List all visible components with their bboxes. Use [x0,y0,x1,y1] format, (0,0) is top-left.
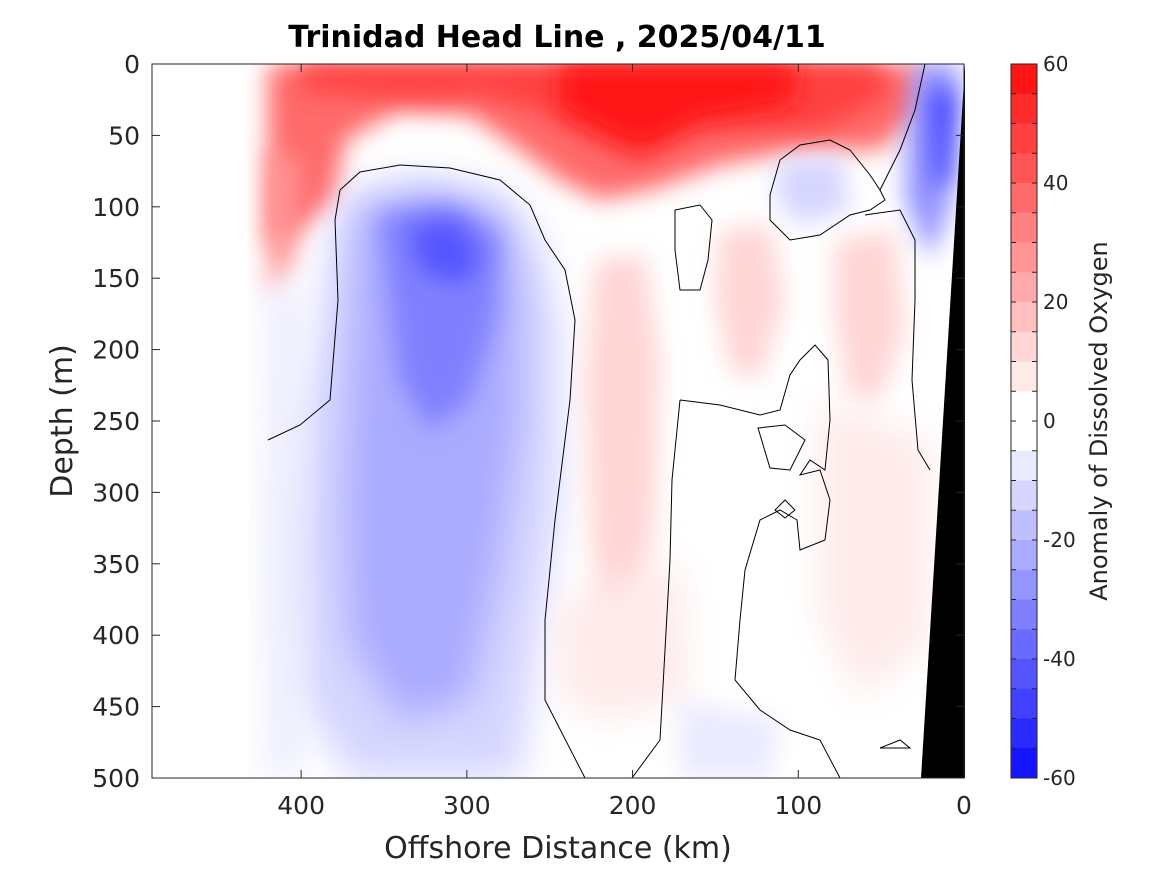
colorbar-segment--20 [1011,540,1037,571]
colorbar-tick-label--20: -20 [1043,528,1076,552]
colorbar-segment-40 [1011,183,1037,214]
y-tick-label-500: 500 [92,764,140,793]
anomaly-region-16 [930,90,955,190]
anomaly-region-8 [410,220,480,285]
zero-contour-7 [631,399,681,778]
y-tick-labels: 0 50 100 150 200 250 300 350 400 450 500 [92,50,140,793]
anomaly-region-14 [820,400,930,700]
plot-area [151,63,965,779]
colorbar-segment--10 [1011,480,1037,511]
y-tick-label-100: 100 [92,193,140,222]
colorbar-segment-25 [1011,272,1037,303]
x-axis-title: Offshore Distance (km) [384,831,732,866]
colorbar-tick-label-40: 40 [1043,171,1068,195]
y-tick-label-250: 250 [92,407,140,436]
colorbar-segment-0 [1011,421,1037,452]
anomaly-region-9 [268,280,300,778]
colorbar-segment-30 [1011,242,1037,273]
anomaly-region-4 [268,150,300,300]
colorbar-title: Anomaly of Dissolved Oxygen [1085,241,1113,601]
x-tick-label-300: 300 [443,791,491,820]
colorbar-segment-55 [1011,93,1037,124]
anomaly-region-11 [560,560,690,720]
anomaly-region-3 [560,64,800,150]
colorbar-segment--55 [1011,748,1037,779]
y-tick-label-50: 50 [108,121,140,150]
anomaly-region-13 [835,230,905,400]
zero-contour-6 [679,344,841,778]
anomaly-field [268,64,964,778]
colorbar-segment--40 [1011,659,1037,690]
y-tick-label-350: 350 [92,550,140,579]
zero-contour-9 [774,499,796,519]
y-axis-title: Depth (m) [45,344,80,498]
colorbar-segment-15 [1011,331,1037,362]
colorbar-segment--35 [1011,629,1037,660]
anomaly-region-12 [715,225,785,380]
colorbar-tick-label--40: -40 [1043,647,1076,671]
colorbar-segment-20 [1011,302,1037,333]
colorbar-segment--5 [1011,450,1037,481]
colorbar-segment-60 [1011,64,1037,95]
zero-contour-10 [879,739,912,749]
colorbar-segment-5 [1011,391,1037,422]
colorbar-segment--15 [1011,510,1037,541]
colorbar-tick-labels: 60 40 20 0 -20 -40 -60 [1043,52,1076,790]
y-tick-label-300: 300 [92,478,140,507]
x-tick-label-400: 400 [277,791,325,820]
anomaly-region-10 [585,255,660,630]
x-tick-label-0: 0 [956,791,972,820]
anomaly-region-18 [680,700,780,778]
zero-contour-3 [769,139,886,241]
zero-contour-5 [864,209,931,471]
y-tick-label-400: 400 [92,621,140,650]
y-tick-label-0: 0 [124,50,140,79]
y-tick-label-200: 200 [92,336,140,365]
bottom-topography-mask [921,64,965,778]
colorbar-tick-label-20: 20 [1043,290,1068,314]
anomaly-region-17 [775,155,850,225]
colorbar-segment--30 [1011,599,1037,630]
colorbar-segment-50 [1011,123,1037,154]
colorbar-segment-10 [1011,361,1037,392]
y-tick-label-150: 150 [92,264,140,293]
colorbar-segment--45 [1011,688,1037,719]
chart-title: Trinidad Head Line , 2025/04/11 [288,20,825,55]
zero-contour-lines [267,64,931,778]
colorbar-tick-label--60: -60 [1043,766,1076,790]
x-tick-labels: 400 300 200 100 0 [277,791,972,820]
y-tick-label-450: 450 [92,693,140,722]
colorbar-segment--25 [1011,569,1037,600]
colorbar [1010,63,1038,779]
colorbar-tick-label-60: 60 [1043,52,1068,76]
colorbar-segment-35 [1011,212,1037,243]
colorbar-segment-45 [1011,153,1037,184]
x-tick-label-200: 200 [609,791,657,820]
x-tick-label-100: 100 [774,791,822,820]
colorbar-tick-label-0: 0 [1043,409,1056,433]
zero-contour-1 [267,164,586,778]
zero-contour-2 [674,204,713,291]
zero-contour-8 [757,424,806,471]
colorbar-segment--50 [1011,718,1037,749]
zero-contour-4 [879,64,926,191]
axis-ticks [152,63,965,779]
